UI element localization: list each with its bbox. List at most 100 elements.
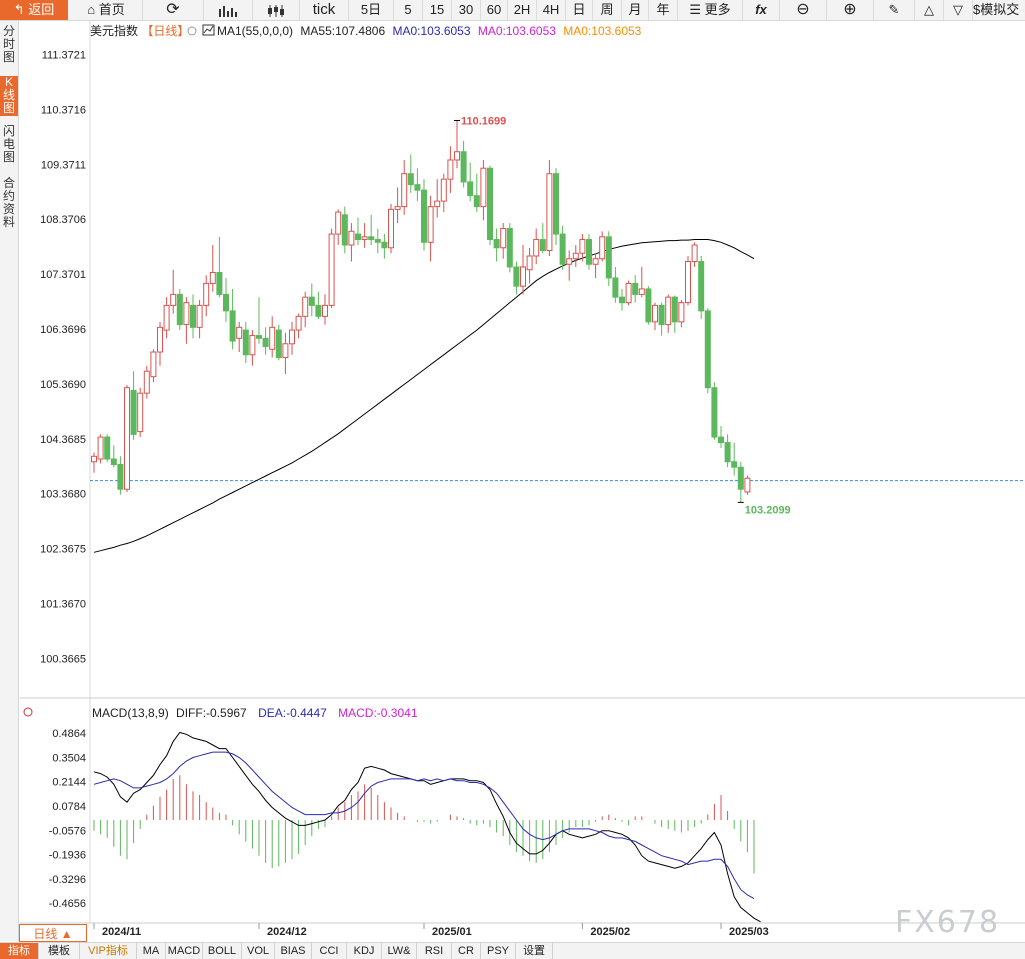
bottom-tab-kdj[interactable]: KDJ (347, 943, 382, 959)
candle-body (170, 293, 177, 306)
period-2h[interactable]: 2H (508, 0, 537, 20)
price-tick-label: 109.3711 (41, 159, 86, 171)
bottom-tab-psy[interactable]: PSY (481, 943, 516, 959)
candle-body (731, 461, 738, 468)
watermark: FX678 (895, 905, 1001, 940)
period-week[interactable]: 周 (593, 0, 622, 20)
bottom-tab-设置[interactable]: 设置 (516, 943, 553, 959)
candle-body (665, 296, 672, 326)
candle-body (559, 233, 566, 265)
macd-tick-label: 0.3504 (52, 752, 86, 764)
settings-circle-icon[interactable] (187, 26, 197, 36)
back-button[interactable]: ↰ 返回 (0, 0, 68, 20)
candle-body (110, 458, 117, 466)
bottom-tab-lw[interactable]: LW& (382, 943, 417, 959)
period-60m[interactable]: 60 (481, 0, 508, 20)
candle-body (335, 211, 342, 235)
period-30m[interactable]: 30 (452, 0, 481, 20)
candle-body (242, 329, 249, 356)
zoom-out-button[interactable]: ⊖ (780, 0, 827, 20)
candle-body (348, 230, 355, 246)
period-4h[interactable]: 4H (537, 0, 566, 20)
tab-timeshare[interactable]: 分时图 (2, 24, 15, 64)
chart-type-button[interactable] (204, 0, 253, 20)
candle-body (355, 233, 361, 241)
back-arrow-icon: ↰ (13, 2, 25, 17)
candle-body (176, 293, 183, 326)
candle-body (394, 206, 401, 210)
candle-body (566, 258, 573, 265)
refresh-icon: ⟳ (166, 1, 180, 18)
candle-body (381, 241, 388, 249)
bottom-tab-cr[interactable]: CR (452, 943, 481, 959)
bottom-tab-模板[interactable]: 模板 (39, 943, 80, 959)
tick-button[interactable]: tick (300, 0, 349, 20)
period-selector[interactable]: 日线 ▲ (19, 924, 87, 942)
bottom-tab-cci[interactable]: CCI (312, 943, 347, 959)
tab-contract-info[interactable]: 合约资料 (2, 176, 15, 229)
candle-body (539, 239, 546, 252)
bottom-tab-vol[interactable]: VOL (242, 943, 275, 959)
candle-body (447, 159, 454, 180)
tab-kline[interactable]: K线图 (0, 76, 18, 116)
low-price-label: 103.2099 (745, 504, 791, 516)
period-5m[interactable]: 5 (394, 0, 423, 20)
more-button[interactable]: ☰ 更多 (678, 0, 743, 20)
candle-body (275, 329, 282, 359)
indicator-icon[interactable] (202, 24, 215, 36)
candle-type-button[interactable] (253, 0, 300, 20)
price-tick-label: 105.3690 (40, 379, 86, 391)
bar-chart-icon (219, 5, 237, 17)
candle-body (685, 260, 691, 304)
candle-body (328, 233, 335, 306)
triangle-down-button[interactable]: ▽ (944, 0, 973, 20)
formula-button[interactable]: fx (743, 0, 780, 20)
candle-body (579, 239, 586, 254)
candle-body (440, 178, 447, 202)
candle-body (322, 304, 328, 317)
period-month[interactable]: 月 (622, 0, 649, 20)
candle-body (520, 266, 526, 287)
triangle-up-button[interactable]: △ (915, 0, 944, 20)
candle-body (599, 236, 606, 260)
refresh-button[interactable]: ⟳ (143, 0, 204, 20)
simulate-trade-button[interactable]: $模拟交 (973, 2, 1020, 17)
candle-body (315, 304, 322, 317)
macd-settings-icon[interactable] (23, 707, 33, 717)
candle-body (368, 236, 375, 241)
bottom-tab-vip指标[interactable]: VIP指标 (80, 943, 137, 959)
bottom-tab-ma[interactable]: MA (137, 943, 166, 959)
period-year[interactable]: 年 (649, 0, 678, 20)
period-5d[interactable]: 5日 (349, 0, 394, 20)
ma55-line (93, 239, 755, 553)
candle-body (711, 387, 718, 438)
home-button[interactable]: ⌂ 首页 (70, 0, 143, 20)
candle-body (130, 389, 137, 435)
candle-body (401, 173, 408, 208)
candle-body (487, 167, 493, 241)
kline-chart[interactable]: 111.3721 110.3716 109.3711 108.3706 107.3701… (20, 20, 1025, 942)
candle-body (150, 351, 157, 378)
candle-body (500, 228, 507, 249)
triangle-down-icon: ▽ (953, 2, 963, 17)
period-15m[interactable]: 15 (423, 0, 452, 20)
bottom-tab-指标[interactable]: 指标 (0, 943, 39, 959)
zoom-in-button[interactable]: ⊕ (827, 0, 874, 20)
bottom-tab-boll[interactable]: BOLL (203, 943, 242, 959)
pencil-icon: ✎ (888, 2, 900, 17)
candle-body (196, 304, 203, 328)
left-sidebar: 分时图 K线图 闪电图 合约资料 (0, 21, 19, 941)
candle-body (698, 260, 705, 312)
bottom-tab-macd[interactable]: MACD (166, 943, 203, 959)
candle-body (506, 228, 513, 268)
candle-body (612, 277, 619, 298)
macd-tick-label: -0.0576 (49, 825, 86, 837)
bottom-tab-bias[interactable]: BIAS (275, 943, 312, 959)
period-day[interactable]: 日 (566, 0, 593, 20)
bottom-tab-rsi[interactable]: RSI (417, 943, 452, 959)
candle-body (645, 288, 652, 323)
candle-body (586, 239, 592, 265)
price-tick-label: 106.3696 (40, 324, 86, 336)
draw-button[interactable]: ✎ (874, 0, 915, 20)
tab-flash[interactable]: 闪电图 (2, 124, 15, 164)
